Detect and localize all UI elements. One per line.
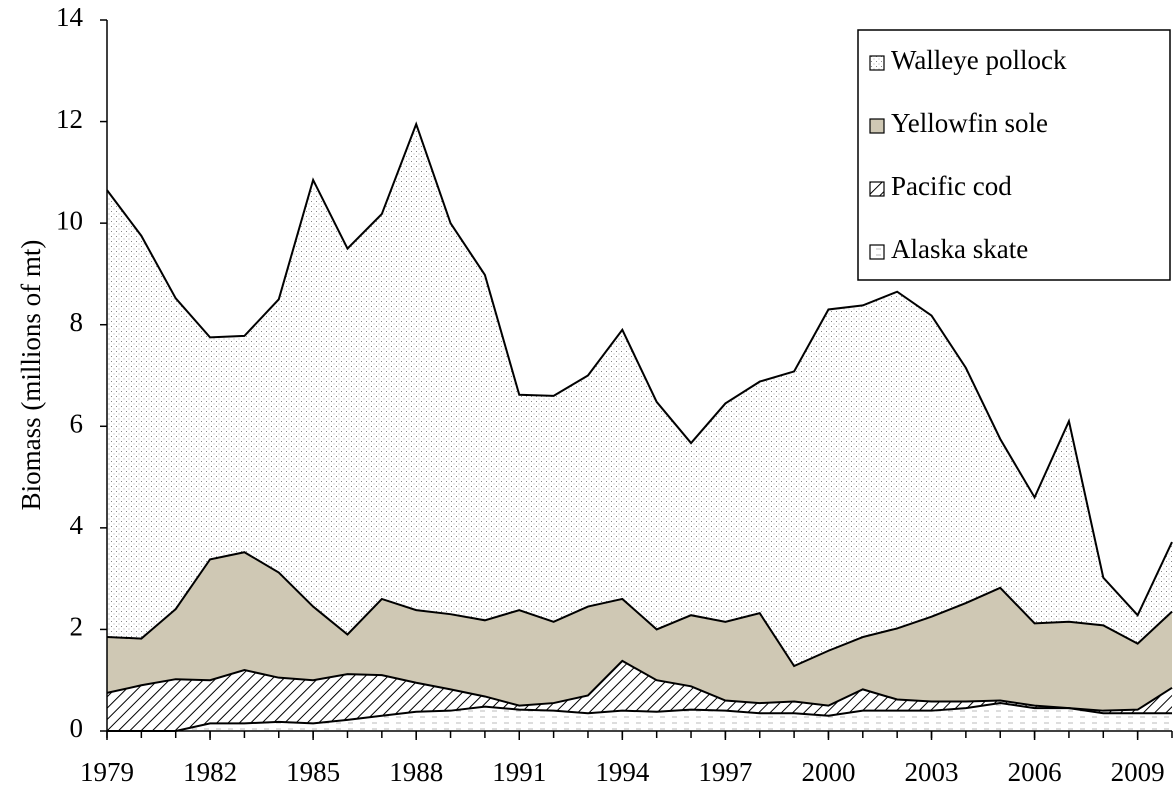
x-tick-label: 1988 <box>389 757 443 787</box>
series-line <box>106 121 1173 617</box>
area-fill <box>107 124 1172 666</box>
legend-label: Alaska skate <box>891 234 1028 264</box>
y-tick-label: 2 <box>70 612 84 642</box>
x-tick-label: 1982 <box>183 757 237 787</box>
y-tick-label: 10 <box>56 205 83 235</box>
y-tick-label: 8 <box>70 307 84 337</box>
y-tick-label: 12 <box>56 104 83 134</box>
x-tick-label: 2009 <box>1111 757 1165 787</box>
series-line <box>107 702 1172 732</box>
legend-label: Pacific cod <box>891 171 1012 201</box>
legend-swatch <box>869 181 885 197</box>
series-line <box>106 551 1173 668</box>
x-tick-label: 1997 <box>698 757 752 787</box>
area-fill <box>107 660 1172 731</box>
area-fill <box>107 552 1172 711</box>
series-line <box>106 659 1173 712</box>
x-tick-label: 1985 <box>286 757 340 787</box>
x-tick-label: 2000 <box>801 757 855 787</box>
y-tick-label: 14 <box>56 2 84 32</box>
legend-swatch <box>869 118 885 134</box>
legend-label: Walleye pollock <box>891 45 1067 75</box>
legend-swatch <box>869 244 885 260</box>
x-tick-label: 2006 <box>1008 757 1062 787</box>
x-tick-label: 1979 <box>80 757 134 787</box>
x-tick-label: 1991 <box>492 757 546 787</box>
x-tick-label: 2003 <box>905 757 959 787</box>
legend-box <box>857 29 1171 281</box>
x-tick-label: 1994 <box>595 757 650 787</box>
legend: Walleye pollock Yellowfin sole Pacific cod… <box>857 29 1171 281</box>
y-tick-label: 0 <box>70 713 84 743</box>
legend-swatch <box>869 55 885 71</box>
legend-label: Yellowfin sole <box>891 108 1048 138</box>
y-tick-label: 4 <box>70 510 84 540</box>
y-axis-label: Biomass (millions of mt) <box>16 240 46 511</box>
y-tick-label: 6 <box>70 408 84 438</box>
area-fill <box>107 703 1172 731</box>
